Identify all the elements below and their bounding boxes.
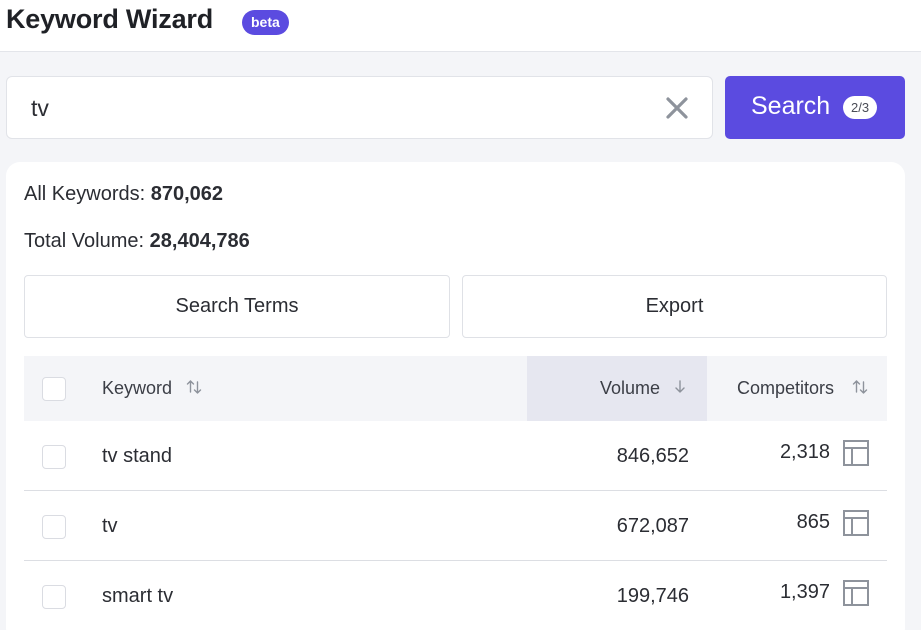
keyword-column-header[interactable]: Keyword (102, 378, 173, 398)
total-volume-stat: Total Volume: 28,404,786 (24, 230, 250, 253)
row-checkbox[interactable] (42, 515, 66, 539)
volume-cell: 199,746 (616, 585, 689, 607)
competitors-column-header[interactable]: Competitors (737, 378, 835, 398)
total-volume-label: Total Volume: (24, 230, 145, 252)
search-button[interactable]: Search 2/3 (725, 76, 905, 139)
keyword-cell: tv stand (102, 445, 173, 467)
table-layout-icon[interactable] (842, 579, 870, 607)
top-bar: Keyword Wizard beta (0, 0, 921, 52)
table-row[interactable]: smart tv 199,746 1,397 (24, 561, 887, 630)
volume-cell: 846,652 (616, 445, 689, 467)
table-row[interactable]: tv 672,087 865 (24, 491, 887, 561)
sort-icon[interactable] (852, 378, 868, 396)
select-all-checkbox[interactable] (42, 377, 66, 401)
search-input[interactable] (31, 93, 651, 123)
close-icon[interactable] (664, 95, 690, 121)
keyword-cell: smart tv (102, 585, 174, 607)
row-checkbox[interactable] (42, 445, 66, 469)
competitors-cell: 1,397 (779, 581, 830, 603)
competitors-cell: 865 (796, 511, 830, 533)
sort-down-icon[interactable] (672, 378, 688, 396)
search-button-label: Search (751, 92, 831, 120)
row-checkbox[interactable] (42, 585, 66, 609)
all-keywords-label: All Keywords: (24, 183, 146, 205)
competitors-cell: 2,318 (779, 441, 830, 463)
search-count-badge: 2/3 (843, 96, 878, 119)
search-terms-button[interactable]: Search Terms (24, 275, 450, 338)
beta-badge: beta (242, 10, 289, 35)
export-button[interactable]: Export (462, 275, 887, 338)
volume-cell: 672,087 (616, 515, 689, 537)
table-layout-icon[interactable] (842, 439, 870, 467)
table-row[interactable]: tv stand 846,652 2,318 (24, 421, 887, 491)
table-layout-icon[interactable] (842, 509, 870, 537)
search-box (6, 76, 713, 139)
page-title: Keyword Wizard (6, 4, 213, 34)
sort-icon[interactable] (186, 378, 202, 396)
total-volume-value: 28,404,786 (149, 230, 250, 252)
all-keywords-stat: All Keywords: 870,062 (24, 183, 223, 206)
table-header: Keyword Volume Competitors (24, 356, 887, 421)
volume-column-header[interactable]: Volume (600, 378, 661, 398)
all-keywords-value: 870,062 (150, 183, 224, 205)
keyword-cell: tv (102, 515, 118, 537)
